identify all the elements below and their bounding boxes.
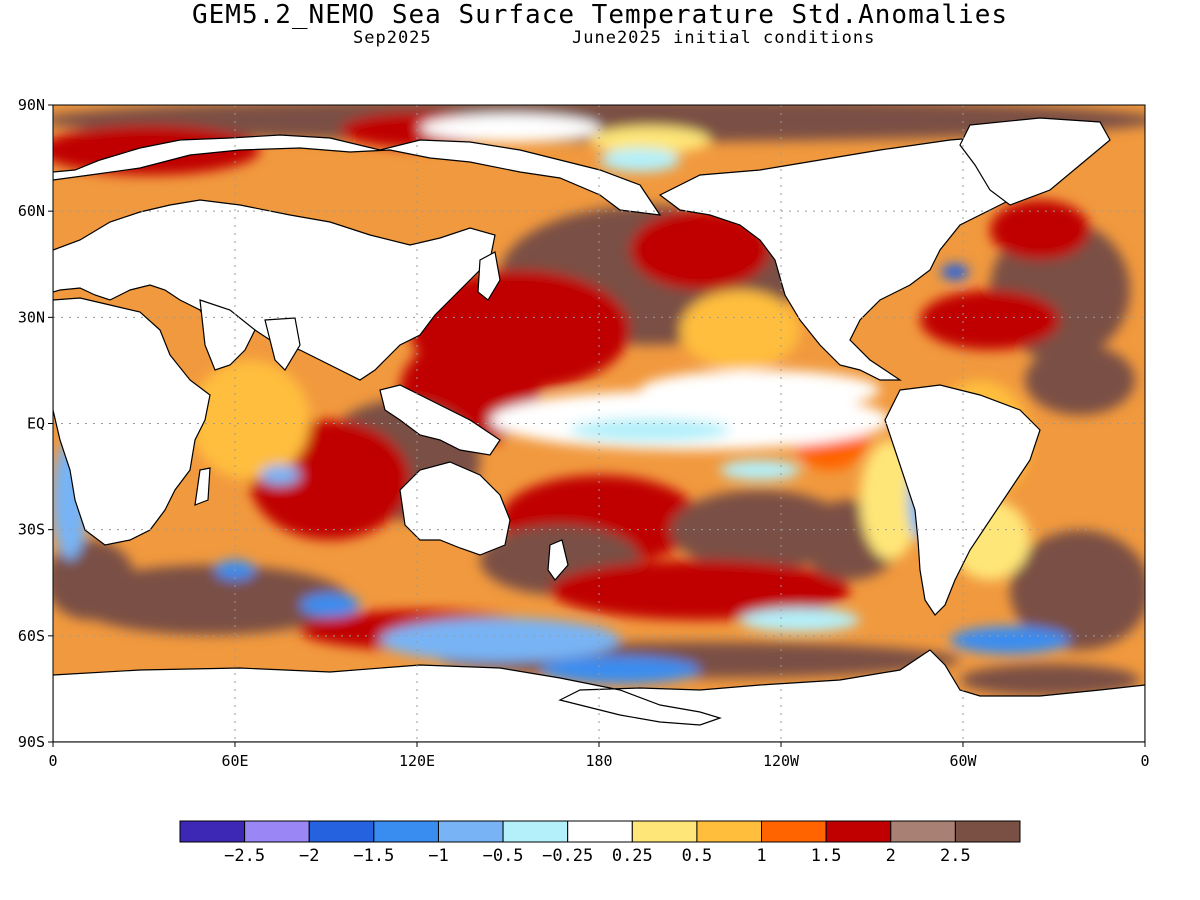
land-eurasia [53,134,662,381]
anomaly-field-east-pacific-cyan [720,460,800,480]
colorbar-label-0: −2.5 [224,846,265,866]
anomaly-field-south-indian-blue [300,593,360,617]
colorbar-swatch-10 [825,820,892,843]
colorbar-swatch-0 [179,820,246,843]
land-new-zealand [547,539,569,581]
anomaly-field-equatorial-pacific-cyan [570,418,730,442]
lat-tick-label-3: EQ [27,415,45,433]
colorbar-label-3: −1 [428,846,448,866]
anomaly-field-mid-atlantic-blue [941,264,969,280]
continents [53,117,1145,742]
initial-conditions: June2025 initial conditions [572,28,876,48]
lon-tick-label-6: 0 [1140,752,1149,770]
anomaly-field-labrador-red [990,200,1090,260]
anomaly-field-gulf-stream-red [920,290,1060,350]
gridlines [53,105,1145,742]
colorbar-swatch-9 [761,820,827,843]
colorbar-label-2: −1.5 [353,846,394,866]
colorbar-label-7: 0.5 [682,846,713,866]
lat-tick-label-1: 60N [18,202,45,220]
lon-tick-label-2: 120E [399,752,435,770]
anomaly-field-equatorial-pacific-white-2 [640,370,880,410]
anomaly-field-indian-ocean-blue [260,465,300,485]
colorbar-label-9: 1.5 [811,846,842,866]
land-southeast-asia-islands [379,384,501,456]
lat-tick-label-0: 90N [18,96,45,114]
lon-tick-label-5: 60W [949,752,977,770]
lat-tick-label-2: 30N [18,308,45,326]
colorbar-label-11: 2.5 [940,846,971,866]
anomaly-field-arctic-cyan [600,148,680,172]
colorbar-label-8: 1 [756,846,766,866]
lon-tick-label-0: 0 [48,752,57,770]
anomaly-field-southern-indian-brown [70,565,350,635]
land-south-america [884,384,1041,616]
anomaly-field-south-atlantic-blue [950,626,1070,654]
latitude-axis: 90N 60N 30N EQ 30S 60S 90S [18,96,53,751]
colorbar-label-4: −0.5 [483,846,524,866]
anomaly-field-arctic-white [420,114,600,142]
anomaly-field-south-pacific-red-band [550,560,850,620]
longitude-axis: 0 60E 120E 180 120W 60W 0 [48,742,1150,770]
colorbar: −2.5 −2 −1.5 −1 −0.5 −0.25 0.25 0.5 1 1.5 2 2.5 [179,820,1021,866]
land-antarctica [53,649,1145,742]
colorbar-swatch-3 [373,820,439,843]
land-greenland [959,117,1111,206]
lat-tick-label-4: 30S [18,521,45,539]
lat-tick-label-6: 90S [18,733,45,751]
anomaly-field-south-africa-brown [53,540,135,620]
colorbar-label-5: −0.25 [542,846,593,866]
anomaly-field-arctic-yellow [590,126,710,154]
anomaly-field-indian-ocean-orange [190,360,310,480]
land-japan [477,251,501,301]
lon-tick-label-4: 120W [763,752,800,770]
land-madagascar [194,467,211,506]
lon-tick-label-1: 60E [221,752,248,770]
anomaly-field-arctic-brown [53,105,1145,142]
colorbar-swatch-2 [308,820,375,843]
colorbar-swatch-5 [502,820,569,843]
colorbar-swatch-4 [437,820,504,843]
colorbar-swatch-1 [244,820,310,843]
anomaly-field-kuroshio-red [630,210,770,290]
anomaly-field-drake-brown [960,664,1140,696]
land-australia [399,461,511,556]
colorbar-label-10: 2 [886,846,896,866]
colorbar-swatch-7 [631,820,698,843]
lat-tick-label-5: 60S [18,627,45,645]
anomaly-field-atlantic-brown [1025,345,1135,415]
anomaly-field-subtropical-pacific-yellow [680,290,800,370]
land-africa [53,297,211,546]
anomaly-field-southern-ocean-cyan [740,608,860,632]
map-area [53,105,1145,742]
colorbar-swatch-8 [696,820,763,843]
anomaly-field-southern-ocean-blue-2 [540,656,700,684]
map-title: GEM5.2_NEMO Sea Surface Temperature Std.… [191,0,1008,30]
anomaly-field-southern-ocean-blue [380,618,620,662]
colorbar-label-1: −2 [299,846,319,866]
colorbar-swatch-6 [567,820,633,843]
forecast-month: Sep2025 [353,28,432,48]
colorbar-swatch-12 [954,820,1021,843]
colorbar-swatch-11 [890,820,956,843]
colorbar-label-6: 0.25 [612,846,653,866]
lon-tick-label-3: 180 [585,752,612,770]
anomaly-field-south-atlantic-brown [1010,530,1145,650]
land-arabia-india [199,299,301,371]
